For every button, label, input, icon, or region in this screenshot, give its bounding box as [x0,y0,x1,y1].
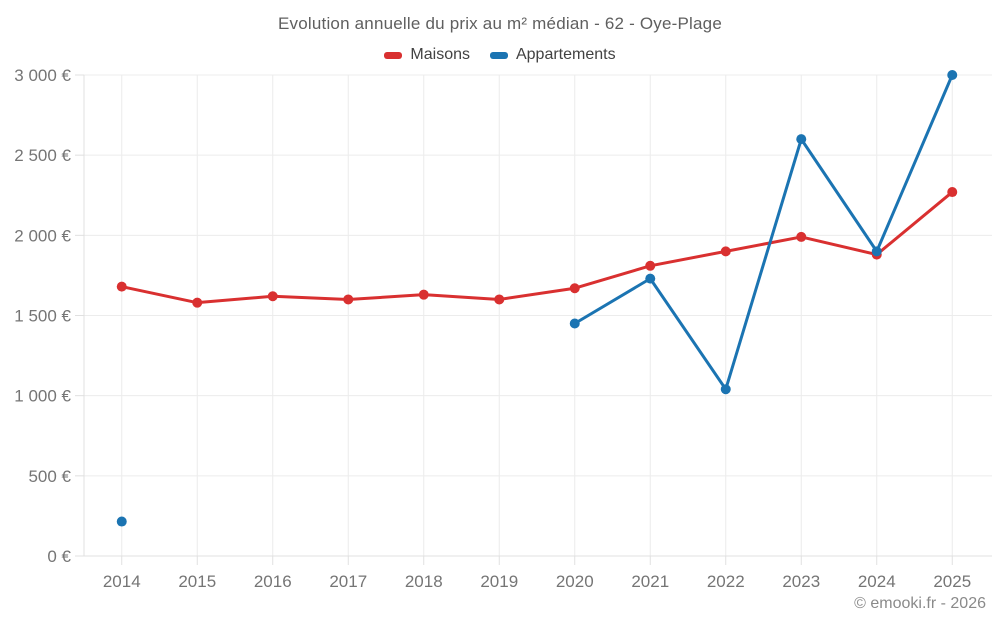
x-tick-label-2023: 2023 [782,572,820,591]
maisons-point-2017[interactable] [343,294,354,305]
maisons-point-2022[interactable] [720,246,731,257]
y-tick-label: 2 500 € [14,146,71,165]
y-tick-label: 1 000 € [14,387,71,406]
x-tick-label-2022: 2022 [707,572,745,591]
appartements-point-2020[interactable] [569,318,580,329]
maisons-point-2018[interactable] [418,289,429,300]
maisons-point-2025[interactable] [947,187,958,198]
appartements-point-2025[interactable] [947,70,958,80]
maisons-point-2020[interactable] [569,283,580,294]
chart-title: Evolution annuelle du prix au m² médian … [278,14,722,33]
x-tick-label-2021: 2021 [631,572,669,591]
maisons-point-2014[interactable] [116,281,127,292]
appartements-point-2024[interactable] [871,246,882,257]
y-tick-label: 500 € [28,467,71,486]
legend-item-maisons[interactable]: Maisons [384,46,470,64]
y-tick-label: 3 000 € [14,66,71,85]
appartements-point-2021[interactable] [645,273,656,284]
x-tick-label-2020: 2020 [556,572,594,591]
maisons-point-2015[interactable] [192,297,203,308]
x-tick-label-2019: 2019 [480,572,518,591]
x-tick-label-2017: 2017 [329,572,367,591]
maisons-line [120,190,954,305]
x-tick-label-2016: 2016 [254,572,292,591]
maisons-point-2016[interactable] [267,291,278,302]
x-tick-label-2014: 2014 [103,572,141,591]
y-tick-label: 1 500 € [14,307,71,326]
x-tick-label-2024: 2024 [858,572,896,591]
y-tick-label: 2 000 € [14,226,71,245]
x-tick-label-2018: 2018 [405,572,443,591]
y-tick-label: 0 € [47,547,71,566]
x-tick-label-2015: 2015 [178,572,216,591]
legend-label-maisons: Maisons [410,46,470,63]
maisons-swatch-icon [384,51,403,59]
appartements-swatch-icon [489,51,508,59]
maisons-point-2023[interactable] [796,231,807,242]
x-tick-label-2025: 2025 [933,572,971,591]
appartements-point-2022[interactable] [720,384,731,395]
appartements-line [573,73,954,391]
appartements-point-2023[interactable] [796,134,807,145]
appartements-point-2014[interactable] [116,516,127,527]
legend-item-appartements[interactable]: Appartements [489,46,616,64]
legend-label-appartements: Appartements [515,46,616,63]
maisons-point-2021[interactable] [645,260,656,271]
maisons-point-2019[interactable] [494,294,505,305]
chart-legend: Maisons Appartements [0,46,1000,64]
copyright-text: © emooki.fr - 2026 [854,595,986,612]
